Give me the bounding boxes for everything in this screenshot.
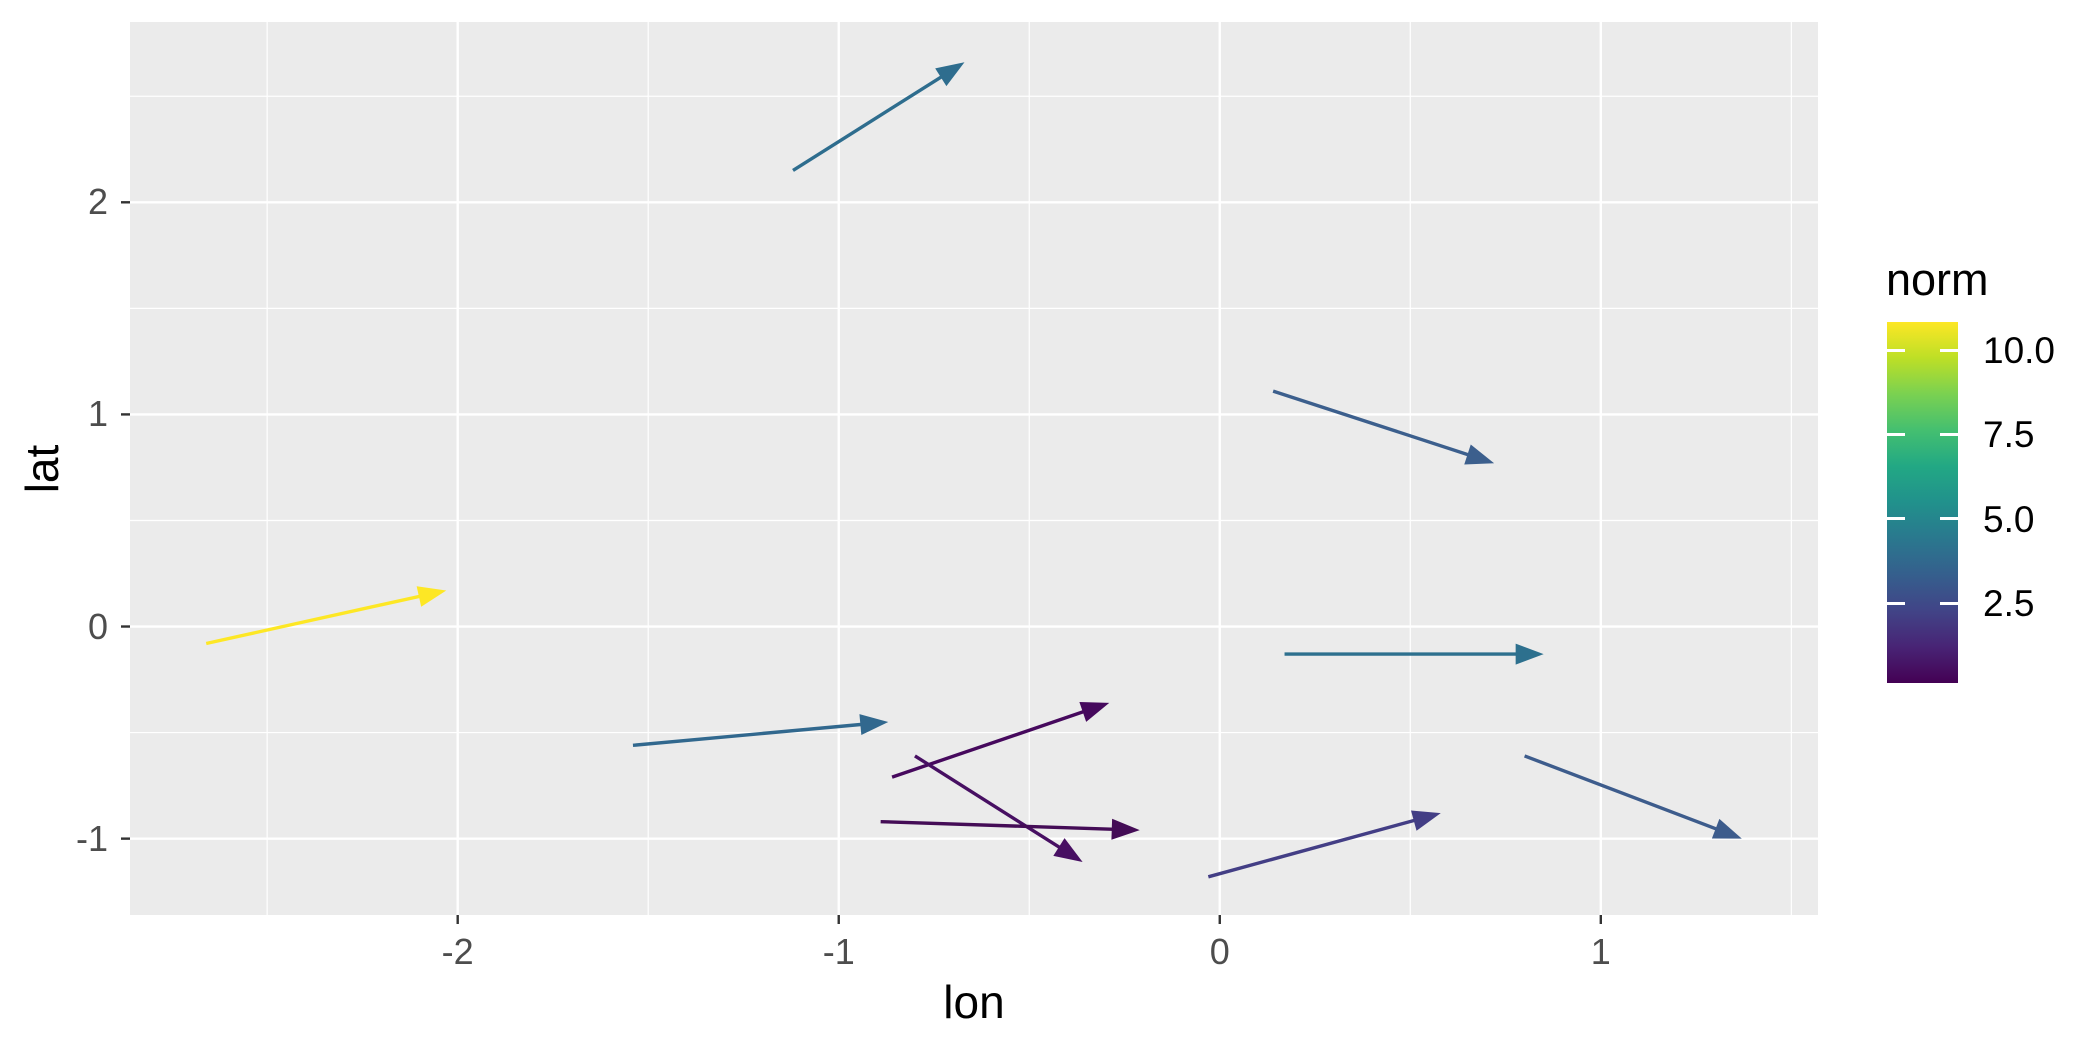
legend-tick-mark — [1887, 432, 1905, 436]
legend-tick-mark — [1940, 517, 1958, 521]
legend-tick-mark — [1940, 601, 1958, 605]
arrow-shaft — [1523, 754, 1730, 836]
plot-panel — [130, 22, 1818, 915]
legend-tick-mark — [1887, 601, 1905, 605]
legend-tick-mark — [1940, 348, 1958, 352]
arrow-shaft — [914, 754, 1072, 856]
arrow-shaft — [1207, 815, 1428, 879]
arrow-head — [1410, 810, 1441, 831]
arrow-head — [935, 62, 965, 87]
arrow-head — [1464, 444, 1495, 465]
y-axis-title: lat — [16, 444, 68, 493]
arrow-shaft — [632, 721, 875, 748]
x-tick-label: -2 — [441, 931, 474, 972]
arrow-head — [1711, 818, 1742, 839]
arrow-head — [1111, 818, 1140, 840]
x-tick-label: -1 — [822, 931, 855, 972]
legend-tick-label: 10.0 — [1983, 330, 2056, 371]
arrow-shaft — [205, 591, 433, 646]
legend-colorbar — [1887, 322, 1958, 683]
y-tick-label: 0 — [87, 605, 108, 647]
arrow-head — [1079, 702, 1110, 722]
arrow-head — [1515, 643, 1544, 665]
x-tick-label: 1 — [1590, 931, 1611, 972]
legend-tick-mark — [1887, 348, 1905, 352]
legend-title: norm — [1886, 254, 1989, 305]
y-tick-label: -1 — [75, 817, 108, 859]
legend-tick-mark — [1940, 432, 1958, 436]
arrow-shaft — [792, 68, 954, 172]
legend-tick-mark — [1887, 517, 1905, 521]
arrow-shaft — [880, 819, 1126, 832]
legend-tick-label: 7.5 — [1983, 414, 2035, 456]
legend-tick-label: 5.0 — [1983, 498, 2035, 540]
y-tick-label: 1 — [87, 393, 108, 435]
arrow-head — [416, 586, 447, 607]
x-tick-label: 0 — [1209, 931, 1230, 972]
arrow-head — [859, 714, 889, 735]
legend-tick-label: 2.5 — [1983, 583, 2035, 625]
x-axis-title: lon — [943, 976, 1005, 1028]
arrow-shaft — [1272, 389, 1482, 461]
arrow-head — [1053, 838, 1083, 862]
arrow-shaft — [891, 705, 1097, 779]
y-tick-label: 2 — [87, 181, 108, 223]
